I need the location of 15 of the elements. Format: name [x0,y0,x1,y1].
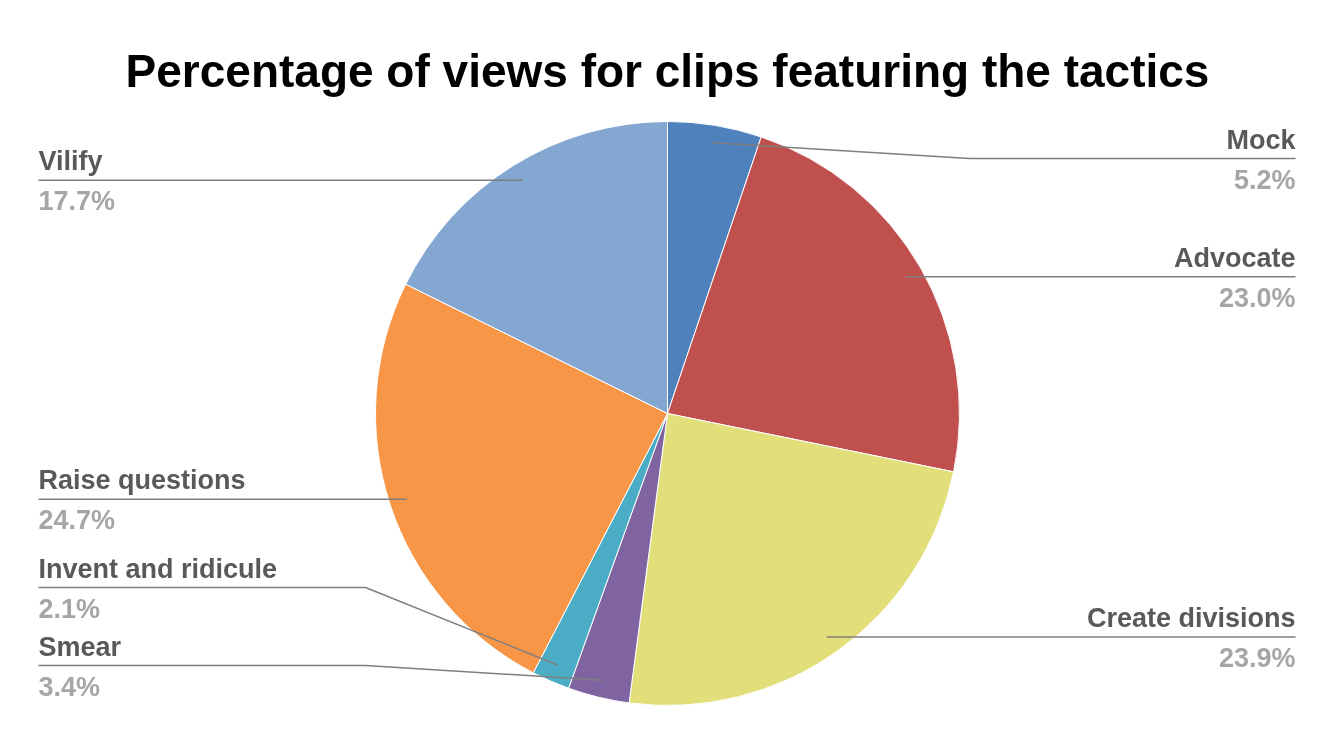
slice-label: Advocate [1173,242,1296,273]
slice-label: Invent and ridicule [38,553,278,584]
slice-label: Vilify [38,146,103,177]
chart-title: Percentage of views for clips featuring the tactics [125,44,1210,97]
slice-label: Mock [1226,124,1297,155]
slice-label: Smear [38,631,122,662]
data-label: 23.9% [1218,643,1296,674]
data-label: 5.2% [1233,164,1296,195]
data-label: 24.7% [38,505,116,536]
slice-label: Raise questions [38,465,246,496]
data-label: 2.1% [38,593,101,624]
slice-label: Create divisions [1086,603,1296,634]
data-label: 17.7% [38,186,116,217]
data-label: 3.4% [38,671,101,702]
data-label: 23.0% [1218,282,1296,313]
